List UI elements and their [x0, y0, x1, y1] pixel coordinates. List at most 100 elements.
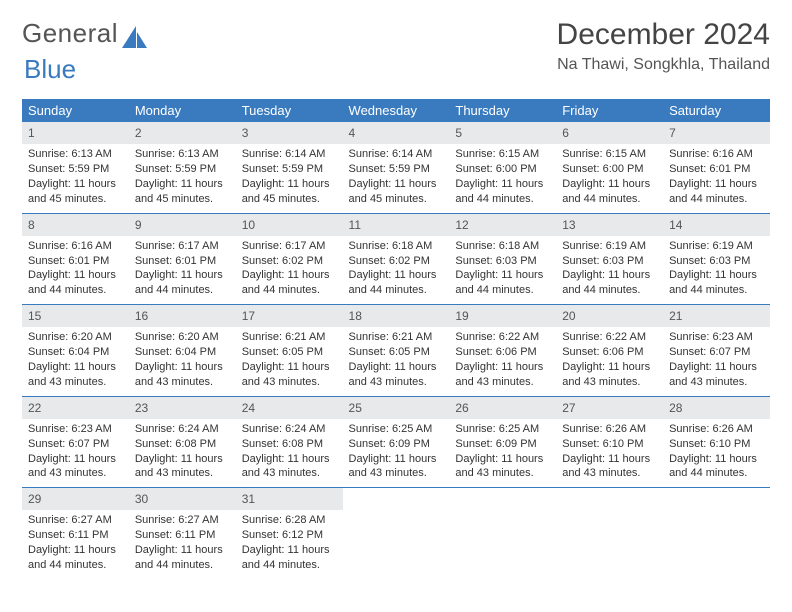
weekday-header: Sunday Monday Tuesday Wednesday Thursday…: [22, 99, 770, 122]
day-number: 4: [343, 122, 450, 144]
day-details: Sunrise: 6:18 AMSunset: 6:02 PMDaylight:…: [343, 236, 450, 304]
weekday-wednesday: Wednesday: [343, 99, 450, 122]
daylight-line2: and 43 minutes.: [135, 375, 230, 390]
day-details: Sunrise: 6:13 AMSunset: 5:59 PMDaylight:…: [129, 144, 236, 212]
day-details: Sunrise: 6:24 AMSunset: 6:08 PMDaylight:…: [129, 419, 236, 487]
daylight-line1: Daylight: 11 hours: [242, 268, 337, 283]
daylight-line2: and 44 minutes.: [242, 558, 337, 573]
calendar-week: 15Sunrise: 6:20 AMSunset: 6:04 PMDayligh…: [22, 305, 770, 397]
day-number: 9: [129, 214, 236, 236]
day-number: 30: [129, 488, 236, 510]
sunrise-text: Sunrise: 6:23 AM: [669, 330, 764, 345]
day-details: Sunrise: 6:19 AMSunset: 6:03 PMDaylight:…: [663, 236, 770, 304]
brand-logo: General: [22, 18, 148, 49]
day-number: 31: [236, 488, 343, 510]
sunset-text: Sunset: 6:05 PM: [349, 345, 444, 360]
day-number: 16: [129, 305, 236, 327]
sunset-text: Sunset: 6:04 PM: [28, 345, 123, 360]
daylight-line1: Daylight: 11 hours: [669, 268, 764, 283]
sunset-text: Sunset: 6:10 PM: [669, 437, 764, 452]
calendar-day: 7Sunrise: 6:16 AMSunset: 6:01 PMDaylight…: [663, 122, 770, 213]
daylight-line1: Daylight: 11 hours: [349, 452, 444, 467]
day-number: 28: [663, 397, 770, 419]
day-details: Sunrise: 6:20 AMSunset: 6:04 PMDaylight:…: [22, 327, 129, 395]
calendar-day: 27Sunrise: 6:26 AMSunset: 6:10 PMDayligh…: [556, 396, 663, 488]
sunrise-text: Sunrise: 6:18 AM: [349, 239, 444, 254]
day-number: 7: [663, 122, 770, 144]
daylight-line1: Daylight: 11 hours: [135, 452, 230, 467]
sunset-text: Sunset: 6:02 PM: [242, 254, 337, 269]
daylight-line2: and 43 minutes.: [349, 375, 444, 390]
sunset-text: Sunset: 6:00 PM: [562, 162, 657, 177]
daylight-line2: and 44 minutes.: [455, 283, 550, 298]
day-details: Sunrise: 6:18 AMSunset: 6:03 PMDaylight:…: [449, 236, 556, 304]
sunset-text: Sunset: 6:01 PM: [669, 162, 764, 177]
calendar-day: 2Sunrise: 6:13 AMSunset: 5:59 PMDaylight…: [129, 122, 236, 213]
weekday-monday: Monday: [129, 99, 236, 122]
sunset-text: Sunset: 6:06 PM: [455, 345, 550, 360]
day-details: Sunrise: 6:22 AMSunset: 6:06 PMDaylight:…: [449, 327, 556, 395]
sunrise-text: Sunrise: 6:15 AM: [562, 147, 657, 162]
sunset-text: Sunset: 6:12 PM: [242, 528, 337, 543]
day-details: Sunrise: 6:15 AMSunset: 6:00 PMDaylight:…: [449, 144, 556, 212]
daylight-line2: and 44 minutes.: [669, 466, 764, 481]
sunset-text: Sunset: 6:11 PM: [135, 528, 230, 543]
day-number: 21: [663, 305, 770, 327]
daylight-line1: Daylight: 11 hours: [562, 177, 657, 192]
daylight-line1: Daylight: 11 hours: [562, 452, 657, 467]
day-number: 27: [556, 397, 663, 419]
daylight-line1: Daylight: 11 hours: [242, 360, 337, 375]
sunrise-text: Sunrise: 6:22 AM: [562, 330, 657, 345]
sunrise-text: Sunrise: 6:25 AM: [349, 422, 444, 437]
day-details: Sunrise: 6:13 AMSunset: 5:59 PMDaylight:…: [22, 144, 129, 212]
daylight-line1: Daylight: 11 hours: [562, 268, 657, 283]
sunset-text: Sunset: 6:03 PM: [562, 254, 657, 269]
sunset-text: Sunset: 5:59 PM: [242, 162, 337, 177]
calendar-day: 20Sunrise: 6:22 AMSunset: 6:06 PMDayligh…: [556, 305, 663, 397]
sunset-text: Sunset: 6:03 PM: [455, 254, 550, 269]
daylight-line1: Daylight: 11 hours: [28, 268, 123, 283]
calendar-day: 30Sunrise: 6:27 AMSunset: 6:11 PMDayligh…: [129, 488, 236, 579]
daylight-line1: Daylight: 11 hours: [242, 177, 337, 192]
daylight-line2: and 43 minutes.: [349, 466, 444, 481]
day-number: 3: [236, 122, 343, 144]
calendar-page: General December 2024 Na Thawi, Songkhla…: [0, 0, 792, 579]
sunrise-text: Sunrise: 6:14 AM: [242, 147, 337, 162]
day-number: 1: [22, 122, 129, 144]
sunset-text: Sunset: 6:09 PM: [349, 437, 444, 452]
day-number: 10: [236, 214, 343, 236]
sunrise-text: Sunrise: 6:26 AM: [562, 422, 657, 437]
daylight-line1: Daylight: 11 hours: [28, 177, 123, 192]
day-details: Sunrise: 6:21 AMSunset: 6:05 PMDaylight:…: [236, 327, 343, 395]
calendar-day: 23Sunrise: 6:24 AMSunset: 6:08 PMDayligh…: [129, 396, 236, 488]
sunrise-text: Sunrise: 6:23 AM: [28, 422, 123, 437]
day-number: 23: [129, 397, 236, 419]
daylight-line2: and 44 minutes.: [135, 558, 230, 573]
sunrise-text: Sunrise: 6:20 AM: [28, 330, 123, 345]
daylight-line2: and 43 minutes.: [455, 466, 550, 481]
daylight-line2: and 45 minutes.: [28, 192, 123, 207]
daylight-line1: Daylight: 11 hours: [135, 177, 230, 192]
calendar-day: 8Sunrise: 6:16 AMSunset: 6:01 PMDaylight…: [22, 213, 129, 305]
day-details: Sunrise: 6:25 AMSunset: 6:09 PMDaylight:…: [449, 419, 556, 487]
day-number: 11: [343, 214, 450, 236]
calendar-table: Sunday Monday Tuesday Wednesday Thursday…: [22, 99, 770, 579]
day-number: 18: [343, 305, 450, 327]
calendar-day: 16Sunrise: 6:20 AMSunset: 6:04 PMDayligh…: [129, 305, 236, 397]
sunset-text: Sunset: 6:11 PM: [28, 528, 123, 543]
daylight-line1: Daylight: 11 hours: [455, 360, 550, 375]
day-number: 6: [556, 122, 663, 144]
day-details: Sunrise: 6:23 AMSunset: 6:07 PMDaylight:…: [663, 327, 770, 395]
sunrise-text: Sunrise: 6:28 AM: [242, 513, 337, 528]
calendar-day: 1Sunrise: 6:13 AMSunset: 5:59 PMDaylight…: [22, 122, 129, 213]
daylight-line2: and 45 minutes.: [135, 192, 230, 207]
daylight-line2: and 43 minutes.: [28, 466, 123, 481]
sunrise-text: Sunrise: 6:20 AM: [135, 330, 230, 345]
day-details: Sunrise: 6:26 AMSunset: 6:10 PMDaylight:…: [556, 419, 663, 487]
calendar-day: 9Sunrise: 6:17 AMSunset: 6:01 PMDaylight…: [129, 213, 236, 305]
calendar-day: [556, 488, 663, 579]
day-details: Sunrise: 6:27 AMSunset: 6:11 PMDaylight:…: [22, 510, 129, 578]
daylight-line2: and 44 minutes.: [135, 283, 230, 298]
sunset-text: Sunset: 5:59 PM: [135, 162, 230, 177]
calendar-day: 31Sunrise: 6:28 AMSunset: 6:12 PMDayligh…: [236, 488, 343, 579]
